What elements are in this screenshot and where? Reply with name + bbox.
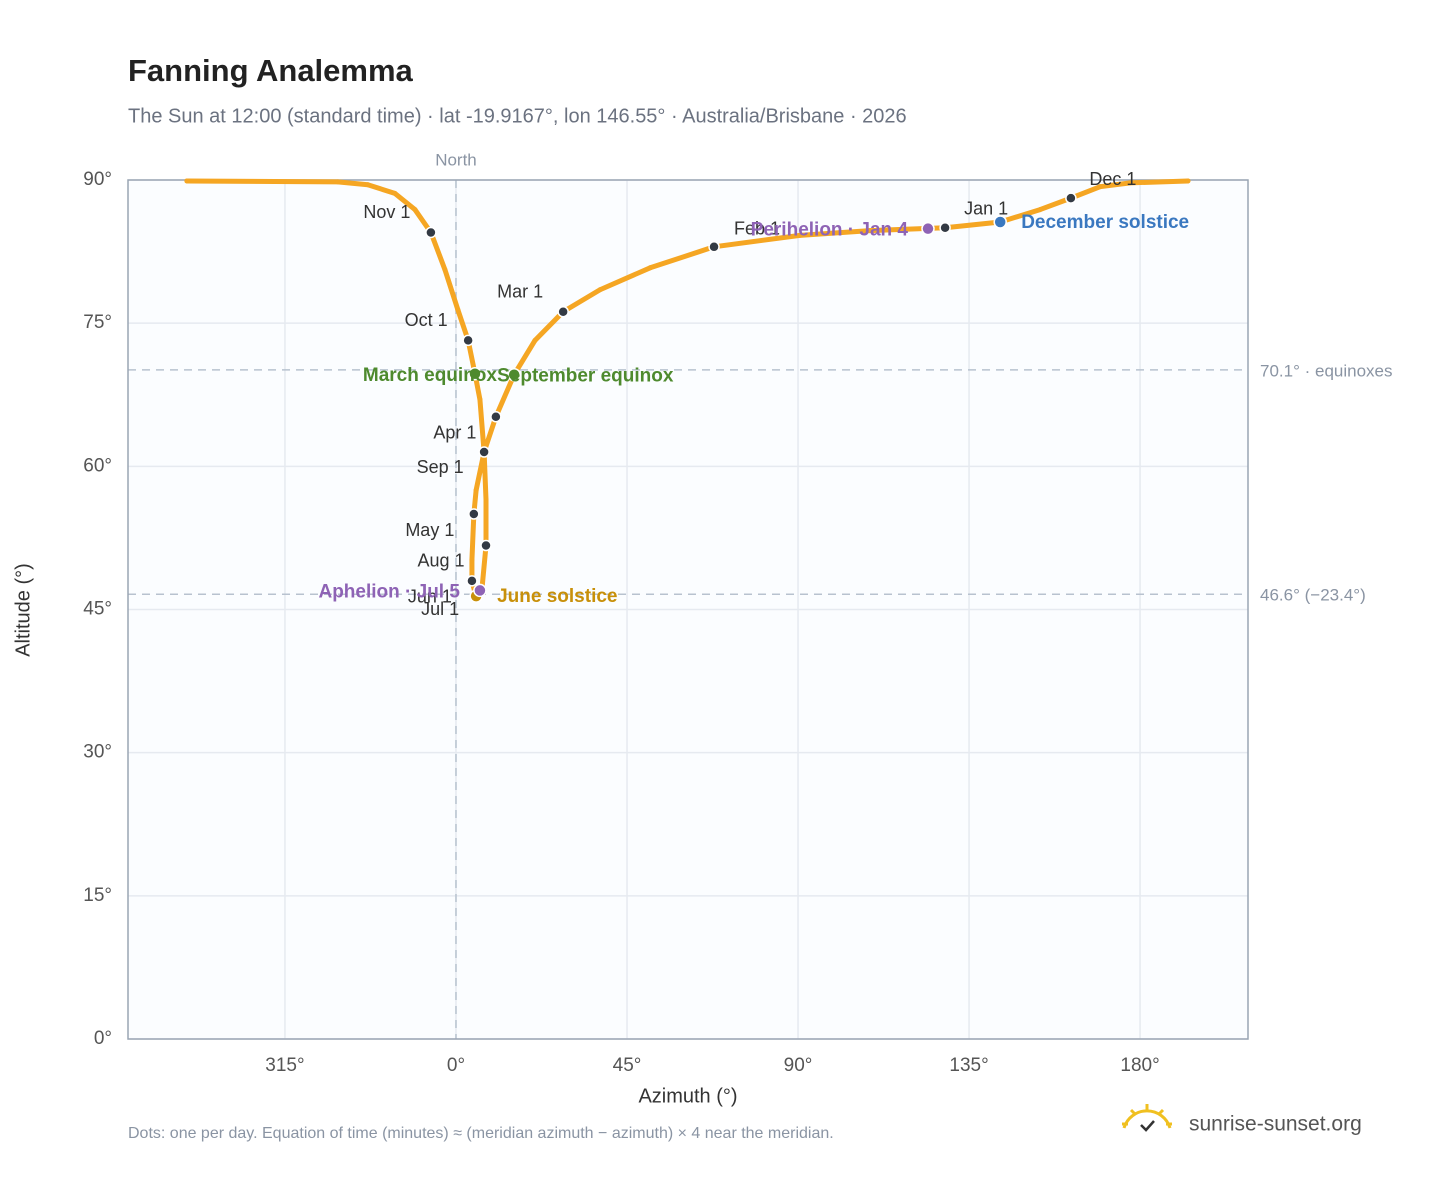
month-label: Apr 1 — [433, 422, 476, 442]
day-dot — [647, 265, 653, 271]
north-label: North — [435, 150, 477, 169]
month-marker — [557, 305, 569, 318]
month-marker — [1065, 192, 1077, 204]
y-tick-label: 60° — [83, 455, 112, 476]
y-tick-label: 90° — [83, 169, 112, 190]
y-axis-label: Altitude (°) — [12, 563, 34, 657]
event-label: Aphelion · Jul 5 — [318, 581, 460, 602]
month-label: Dec 1 — [1089, 169, 1136, 189]
day-dot — [412, 207, 418, 213]
event-marker — [921, 221, 935, 236]
footnote: Dots: one per day. Equation of time (min… — [128, 1125, 834, 1142]
day-dot — [473, 487, 479, 493]
day-dot — [1037, 207, 1043, 213]
day-dot — [867, 228, 873, 234]
y-tick-label: 30° — [83, 742, 112, 763]
day-dot — [1097, 184, 1103, 190]
x-axis-label: Azimuth (°) — [638, 1085, 737, 1107]
day-dot — [1127, 180, 1133, 186]
month-marker — [425, 226, 437, 239]
month-label: Jun 1 — [408, 587, 452, 607]
plot-border — [127, 179, 1249, 1040]
day-dot — [532, 337, 538, 343]
month-label: Jul 1 — [421, 599, 459, 619]
month-label: Mar 1 — [497, 281, 543, 301]
x-tick-label: 315° — [265, 1055, 304, 1076]
month-marker — [468, 508, 480, 520]
month-label: Nov 1 — [363, 202, 410, 222]
month-marker — [480, 539, 492, 552]
y-tick-label: 0° — [94, 1028, 112, 1049]
day-dot — [797, 232, 803, 238]
month-label: Jan 1 — [964, 198, 1008, 218]
event-label: June solstice — [497, 586, 617, 607]
month-marker — [490, 410, 502, 423]
month-label: May 1 — [405, 520, 454, 540]
x-tick-label: 135° — [949, 1055, 988, 1076]
event-marker — [468, 367, 482, 381]
month-marker — [708, 241, 720, 253]
brand: sunrise-sunset.org — [1189, 1113, 1362, 1136]
month-marker — [466, 575, 478, 587]
x-tick-label: 180° — [1120, 1055, 1159, 1076]
day-dot — [184, 178, 190, 184]
day-dot — [442, 267, 448, 273]
day-dot — [1185, 178, 1191, 184]
day-dot — [477, 397, 483, 403]
day-dot — [483, 497, 489, 503]
day-dot — [597, 287, 603, 293]
month-label: Aug 1 — [417, 550, 464, 570]
month-marker — [478, 446, 490, 458]
day-dot — [455, 307, 461, 313]
event-label: September equinox — [497, 366, 674, 387]
x-tick-label: 90° — [784, 1055, 813, 1076]
day-dot — [365, 182, 371, 188]
x-tick-label: 45° — [613, 1055, 642, 1076]
event-label: Perihelion · Jan 4 — [751, 220, 909, 241]
reference-label: 46.6° (−23.4°) — [1260, 586, 1366, 605]
chart-subtitle: The Sun at 12:00 (standard time) · lat -… — [128, 105, 907, 127]
month-label: Oct 1 — [405, 310, 448, 330]
reference-label: 70.1° · equinoxes — [1260, 361, 1393, 380]
y-tick-label: 15° — [83, 885, 112, 906]
chart-title: Fanning Analemma — [128, 53, 414, 88]
event-marker — [993, 215, 1007, 229]
event-label: March equinox — [363, 365, 498, 386]
brand-logo — [1122, 1104, 1172, 1132]
day-dot — [469, 557, 475, 563]
month-marker — [462, 334, 474, 347]
day-dot — [392, 190, 398, 196]
event-marker — [473, 583, 487, 598]
month-label: Feb 1 — [734, 219, 780, 239]
day-dot — [335, 179, 341, 185]
y-tick-label: 45° — [83, 599, 112, 620]
month-label: Sep 1 — [417, 457, 464, 477]
event-marker — [507, 367, 521, 382]
event-label: December solstice — [1021, 212, 1189, 233]
y-tick-label: 75° — [83, 312, 112, 333]
x-tick-label: 0° — [447, 1055, 465, 1076]
month-marker — [939, 221, 951, 234]
